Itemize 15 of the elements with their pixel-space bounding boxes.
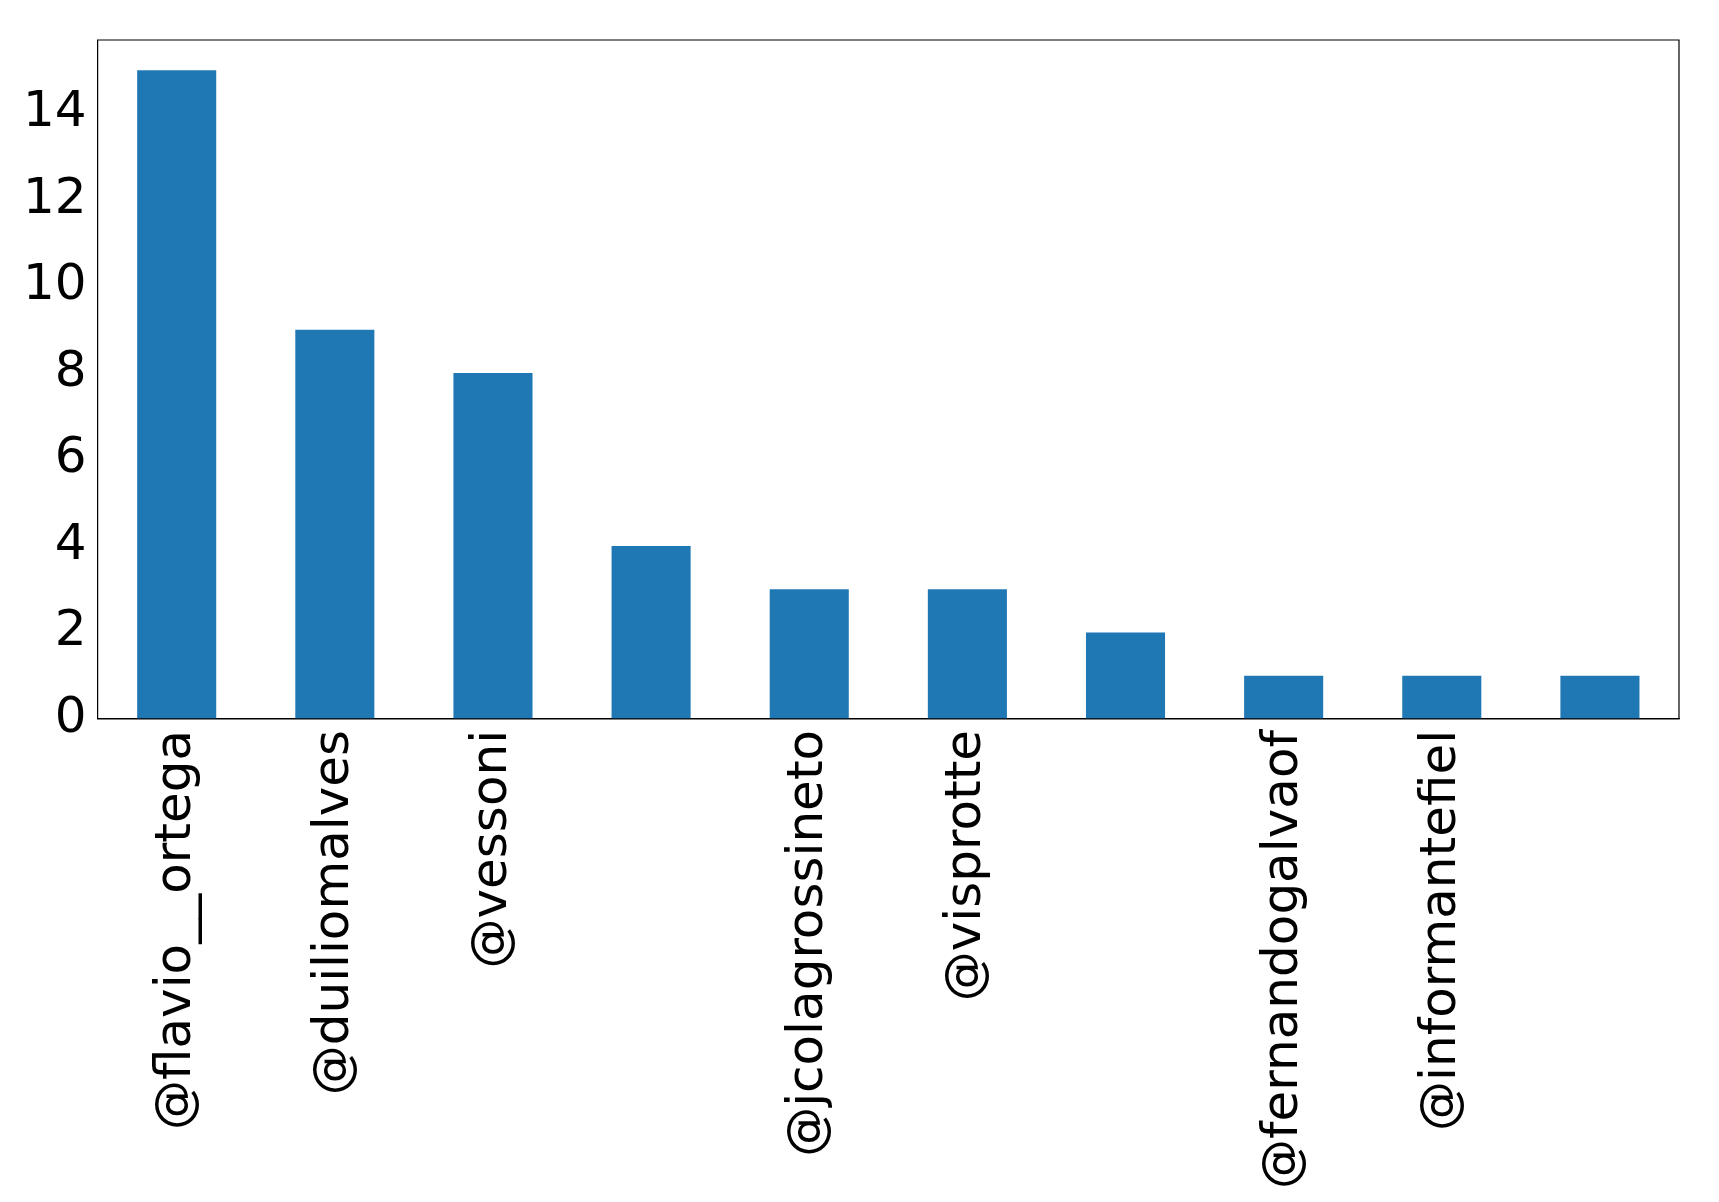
x-tick-label: @flavio__ortega	[143, 729, 202, 1131]
x-tick-label: @jcolagrossineto	[776, 729, 835, 1157]
x-tick-label: @informantefiel	[1408, 729, 1467, 1131]
y-tick-label: 8	[54, 339, 87, 398]
y-tick-label: 6	[54, 426, 87, 485]
y-tick-label: 2	[54, 599, 87, 658]
y-tick-label: 4	[54, 512, 87, 571]
x-tick-label: @vessoni	[459, 729, 518, 969]
x-tick-label: @fernandogalvaof	[1250, 728, 1309, 1190]
x-tick-label: @duiliomalves	[301, 729, 360, 1096]
y-tick-label: 12	[23, 166, 87, 225]
y-tick-label: 14	[23, 80, 87, 139]
y-tick-label: 10	[23, 253, 87, 312]
x-tick-label: @visprotte	[934, 729, 993, 1002]
y-tick-label: 0	[54, 685, 87, 744]
